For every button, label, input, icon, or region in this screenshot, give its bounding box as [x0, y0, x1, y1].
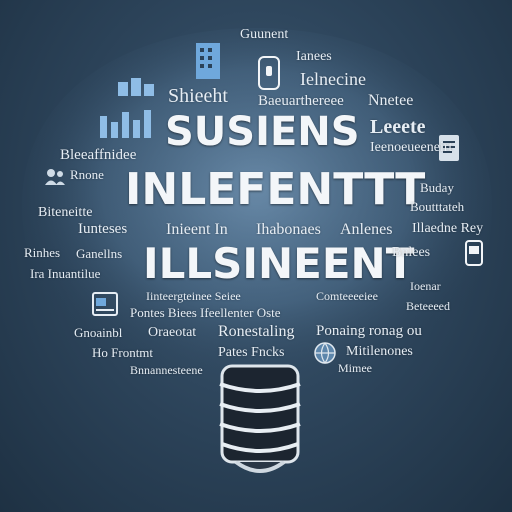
word: Rnone — [70, 167, 104, 182]
word: Comteeeeiee — [316, 289, 378, 303]
word: Mimee — [338, 361, 372, 375]
bar-chart-icon — [118, 78, 154, 96]
word: Ihabonaes — [256, 221, 321, 238]
word: Pontes Biees Ifeellenter Oste — [130, 305, 281, 320]
word: Bleeaffnidee — [60, 147, 137, 163]
phone-icon — [258, 56, 280, 90]
word: Illaedne Rey — [412, 221, 484, 236]
heading-line-1: SUSIENS — [165, 109, 360, 155]
word: Bnnannesteene — [130, 363, 203, 377]
bar-chart-icon — [100, 110, 151, 138]
word: Boutttateh — [410, 199, 465, 214]
window-icon — [92, 292, 118, 316]
word: Iunteses — [78, 221, 128, 237]
word: Gnoainbl — [74, 325, 123, 340]
card-icon — [465, 240, 483, 266]
screw-base-icon — [219, 364, 301, 473]
word: Oraeotat — [148, 325, 197, 340]
globe-icon — [314, 342, 336, 364]
word: Ganellns — [76, 246, 123, 261]
word: Guunent — [240, 27, 289, 42]
word: Ronestaling — [218, 323, 295, 340]
people-icon — [45, 169, 65, 185]
heading-line-2: INLEFENTTT — [125, 164, 426, 215]
word: Ianees — [296, 49, 332, 64]
word: Pates Fncks — [218, 345, 285, 360]
word: Inieent In — [166, 221, 228, 238]
word: Ponaing ronag ou — [316, 323, 422, 339]
word: Ioenar — [410, 279, 441, 293]
word: Biteneitte — [38, 205, 93, 220]
word: Leeete — [370, 116, 426, 138]
word: Rinhes — [24, 245, 61, 260]
word: Ira Inuantilue — [30, 266, 101, 281]
word: Bnlees — [392, 245, 431, 260]
word: Shieeht — [168, 85, 228, 107]
word: Ieenoeueeneirt — [370, 140, 453, 155]
word: Mitilenones — [346, 344, 413, 359]
heading-line-3: ILLSINEENT — [143, 239, 415, 288]
word: Baeuarthereee — [258, 93, 344, 109]
building-icon — [196, 43, 220, 79]
word: Iinteergteinee Seiee — [146, 289, 241, 303]
word: Nnetee — [368, 92, 414, 109]
word: Ielnecine — [300, 69, 366, 89]
word: Ho Frontmt — [92, 345, 154, 360]
document-icon — [439, 135, 459, 161]
word: Buday — [420, 180, 454, 195]
word: Beteeeed — [406, 299, 450, 313]
word: Anlenes — [340, 221, 393, 238]
